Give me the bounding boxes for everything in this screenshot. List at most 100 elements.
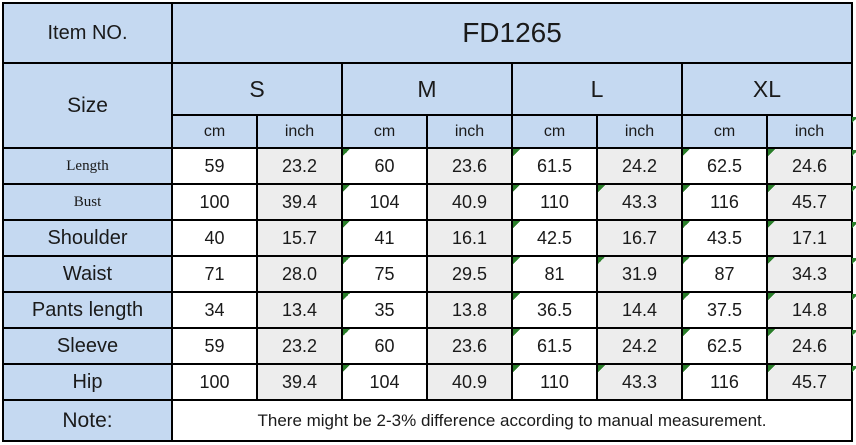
error-triangle-icon bbox=[599, 258, 605, 264]
table-row-length: Length 59 23.2 60 23.6 61.5 24.2 62.5 24… bbox=[2, 147, 853, 185]
size-value-cell: 41 bbox=[341, 219, 428, 257]
size-value-cell: 29.5 bbox=[426, 255, 513, 293]
note-label-cell: Note: bbox=[2, 399, 173, 442]
size-value-cell: 23.6 bbox=[426, 147, 513, 185]
error-triangle-icon bbox=[684, 258, 690, 264]
size-label-cell: Size bbox=[2, 62, 173, 149]
size-value-cell: 40 bbox=[171, 219, 258, 257]
cell-value: 23.6 bbox=[451, 335, 488, 356]
error-triangle-icon bbox=[514, 150, 520, 156]
cell-value: 13.4 bbox=[281, 299, 318, 320]
cell-value: 81 bbox=[544, 263, 565, 284]
unit-header-cell: inch bbox=[256, 114, 343, 149]
cell-value: 39.4 bbox=[281, 191, 318, 212]
error-triangle-icon bbox=[599, 366, 605, 372]
unit-header-row: cm inch cm inch cm inch cm inch bbox=[3, 114, 853, 149]
cell-value: 45.7 bbox=[791, 371, 828, 392]
unit-header-cell: cm bbox=[341, 114, 428, 149]
error-triangle-icon bbox=[684, 366, 690, 372]
cell-value: 43.3 bbox=[621, 371, 658, 392]
cell-value: 17.1 bbox=[791, 227, 828, 248]
size-header-row: Size S M L XL bbox=[2, 62, 853, 149]
size-value-cell: 24.2 bbox=[596, 327, 683, 365]
cell-value: 60 bbox=[374, 155, 395, 176]
item-no-value-cell: FD1265 bbox=[171, 2, 853, 64]
size-value-cell: 59 bbox=[171, 327, 258, 365]
item-no-label-cell: Item NO. bbox=[2, 2, 173, 64]
cell-value: 60 bbox=[374, 335, 395, 356]
error-triangle-icon bbox=[514, 294, 520, 300]
cell-value: 39.4 bbox=[281, 371, 318, 392]
cell-value: 45.7 bbox=[791, 191, 828, 212]
size-value-cell: 39.4 bbox=[256, 363, 343, 401]
row-label-pants-length: Pants length bbox=[2, 291, 173, 329]
size-value-cell: 110 bbox=[511, 363, 598, 401]
cell-value: 23.2 bbox=[281, 335, 318, 356]
cell-value: 61.5 bbox=[536, 155, 573, 176]
row-label-bust: Bust bbox=[2, 183, 173, 221]
row-label-shoulder: Shoulder bbox=[2, 219, 173, 257]
cell-value: 36.5 bbox=[536, 299, 573, 320]
size-value-cell: 13.4 bbox=[256, 291, 343, 329]
cell-value: 24.2 bbox=[621, 335, 658, 356]
size-value-cell: 59 bbox=[171, 147, 258, 185]
unit-header-cell: inch bbox=[596, 114, 683, 149]
cell-value: 34 bbox=[204, 299, 225, 320]
error-triangle-icon bbox=[769, 366, 775, 372]
cell-value: 40 bbox=[204, 227, 225, 248]
size-value-cell: 75 bbox=[341, 255, 428, 293]
size-value-cell: 23.2 bbox=[256, 327, 343, 365]
cell-value: 59 bbox=[204, 155, 225, 176]
error-triangle-icon bbox=[514, 222, 520, 228]
size-value-cell: 62.5 bbox=[681, 147, 768, 185]
size-value-cell: 16.7 bbox=[596, 219, 683, 257]
cell-value: 40.9 bbox=[451, 191, 488, 212]
cell-value: 62.5 bbox=[706, 155, 743, 176]
error-triangle-icon bbox=[344, 294, 350, 300]
size-value-cell: 40.9 bbox=[426, 183, 513, 221]
note-row: Note: There might be 2-3% difference acc… bbox=[2, 399, 853, 442]
error-triangle-icon bbox=[344, 258, 350, 264]
size-value-cell: 34.3 bbox=[766, 255, 853, 293]
cell-value: 35 bbox=[374, 299, 395, 320]
cell-value: 104 bbox=[369, 371, 400, 392]
size-value-cell: 24.2 bbox=[596, 147, 683, 185]
cell-value: 41 bbox=[374, 227, 395, 248]
cell-value: 116 bbox=[710, 371, 739, 392]
error-triangle-icon bbox=[344, 222, 350, 228]
table-row-sleeve: Sleeve 59 23.2 60 23.6 61.5 24.2 62.5 24… bbox=[2, 327, 853, 365]
cell-value: 23.6 bbox=[451, 155, 488, 176]
table-row-bust: Bust 100 39.4 104 40.9 110 43.3 116 45.7 bbox=[2, 183, 853, 221]
unit-header-cell: cm bbox=[171, 114, 258, 149]
cell-value: 116 bbox=[710, 191, 739, 212]
error-triangle-icon bbox=[344, 366, 350, 372]
error-triangle-icon bbox=[769, 258, 775, 264]
cell-value: 31.9 bbox=[621, 263, 658, 284]
size-value-cell: 110 bbox=[511, 183, 598, 221]
row-label-hip: Hip bbox=[2, 363, 173, 401]
size-col-header-l: L bbox=[511, 62, 683, 116]
item-no-row: Item NO. FD1265 bbox=[2, 2, 853, 64]
size-value-cell: 116 bbox=[681, 363, 768, 401]
size-value-cell: 14.8 bbox=[766, 291, 853, 329]
error-triangle-icon bbox=[684, 294, 690, 300]
row-label-length: Length bbox=[2, 147, 173, 185]
size-value-cell: 43.3 bbox=[596, 183, 683, 221]
row-label-waist: Waist bbox=[2, 255, 173, 293]
error-triangle-icon bbox=[684, 222, 690, 228]
error-triangle-icon bbox=[344, 186, 350, 192]
error-triangle-icon bbox=[344, 150, 350, 156]
size-value-cell: 35 bbox=[341, 291, 428, 329]
size-value-cell: 45.7 bbox=[766, 183, 853, 221]
error-triangle-icon bbox=[769, 294, 775, 300]
error-triangle-icon bbox=[769, 330, 775, 336]
error-triangle-icon bbox=[684, 186, 690, 192]
error-triangle-icon bbox=[769, 186, 775, 192]
error-triangle-icon bbox=[684, 330, 690, 336]
cell-value: 16.7 bbox=[621, 227, 658, 248]
cell-value: 23.2 bbox=[281, 155, 318, 176]
cell-value: 100 bbox=[199, 191, 230, 212]
size-value-cell: 24.6 bbox=[766, 147, 853, 185]
